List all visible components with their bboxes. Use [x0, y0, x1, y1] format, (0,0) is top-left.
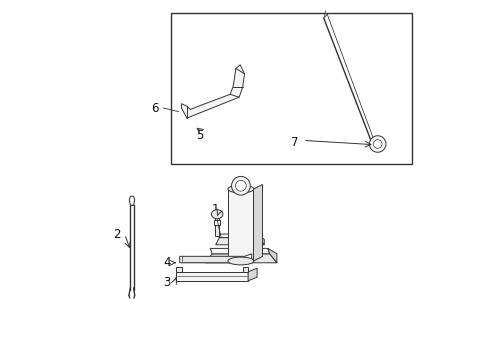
Text: 1: 1 [211, 203, 219, 216]
Polygon shape [210, 248, 269, 254]
Text: 2: 2 [113, 228, 120, 240]
Polygon shape [267, 248, 276, 263]
Polygon shape [179, 254, 251, 263]
Circle shape [235, 180, 246, 191]
Polygon shape [242, 267, 247, 272]
Polygon shape [176, 272, 247, 281]
Text: 4: 4 [163, 256, 170, 269]
Circle shape [373, 140, 381, 148]
Polygon shape [204, 254, 276, 263]
Polygon shape [217, 234, 258, 238]
Bar [170, 13, 411, 164]
Polygon shape [215, 216, 219, 236]
Bar [228, 189, 253, 261]
Ellipse shape [227, 185, 253, 193]
Circle shape [368, 136, 385, 152]
Text: 5: 5 [195, 129, 203, 141]
Polygon shape [181, 65, 244, 118]
Polygon shape [257, 234, 264, 245]
Ellipse shape [211, 210, 223, 219]
Circle shape [231, 176, 250, 195]
Text: 6: 6 [151, 102, 159, 114]
Polygon shape [176, 267, 181, 272]
Polygon shape [214, 220, 220, 225]
Polygon shape [247, 268, 257, 281]
Text: 7: 7 [290, 136, 298, 149]
Polygon shape [215, 238, 264, 245]
Polygon shape [181, 256, 244, 262]
Text: 3: 3 [163, 276, 170, 289]
Polygon shape [253, 184, 262, 261]
Ellipse shape [227, 257, 253, 265]
Polygon shape [129, 196, 134, 205]
